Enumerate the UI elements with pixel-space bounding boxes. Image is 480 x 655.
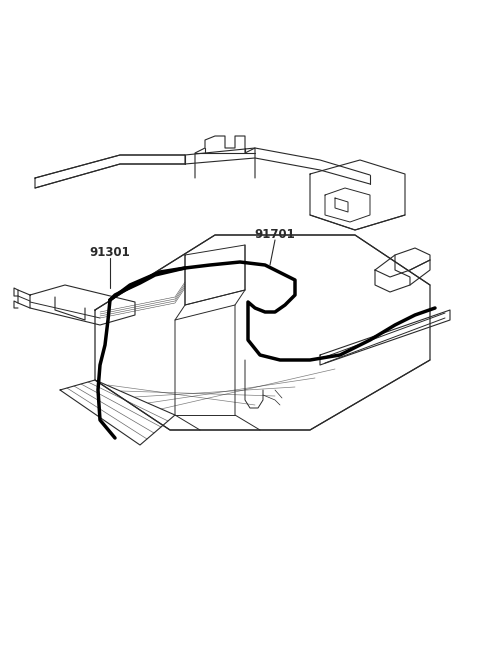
Text: 91701: 91701 xyxy=(254,227,295,240)
Text: 91301: 91301 xyxy=(90,246,131,259)
